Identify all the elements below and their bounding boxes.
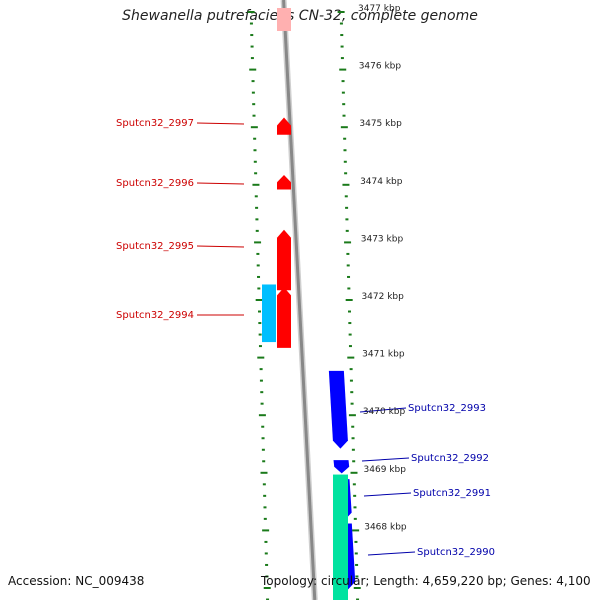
scale-label: 3475 kbp — [359, 119, 402, 129]
gene-arrow — [333, 460, 350, 474]
outer-tick-marks — [247, 11, 271, 600]
backbone-group — [280, 0, 318, 600]
scale-label: 3470 kbp — [363, 407, 406, 417]
scale-label: 3476 kbp — [359, 62, 402, 72]
gene-connector — [196, 182, 245, 185]
gene-labels: Sputcn32_2997 Sputcn32_2996 Sputcn32_2995 S… — [116, 118, 495, 558]
gene-arrow — [277, 175, 291, 190]
gene-connector — [361, 457, 410, 462]
scale-label: 3471 kbp — [362, 350, 405, 360]
scale-labels: 3477 kbp 3476 kbp 3475 kbp 3474 kbp 3473 kbp… — [358, 4, 407, 532]
gene-arrow — [328, 370, 348, 449]
gene-label: Sputcn32_2992 — [411, 453, 489, 464]
scale-label: 3477 kbp — [358, 4, 401, 14]
gene-connector — [367, 551, 416, 556]
backbone-line — [282, 0, 317, 600]
scale-label: 3468 kbp — [364, 522, 407, 532]
gene-label: Sputcn32_2996 — [116, 178, 194, 189]
gene-arrow — [277, 117, 291, 135]
accession-text: Accession: NC_009438 — [8, 574, 145, 588]
gene-connector — [196, 122, 245, 125]
cds-forward-block — [262, 284, 276, 343]
topology-text: Topology: circular; Length: 4,659,220 bp… — [261, 574, 591, 588]
gene-connector — [363, 492, 412, 497]
cds-reverse-block — [333, 474, 348, 600]
scale-label: 3469 kbp — [364, 465, 407, 475]
gene-label: Sputcn32_2990 — [417, 547, 495, 558]
gene-label: Sputcn32_2995 — [116, 241, 194, 252]
gene-fragment-top — [277, 8, 291, 31]
gene-label: Sputcn32_2991 — [413, 488, 491, 499]
gene-arrow — [277, 287, 291, 348]
gene-label: Sputcn32_2993 — [408, 403, 486, 414]
gene-arrow — [277, 229, 291, 291]
map-title: Shewanella putrefaciens CN-32, complete … — [122, 8, 478, 24]
gene-connector — [196, 245, 245, 248]
gene-connector — [359, 407, 407, 413]
inner-tick-marks — [337, 11, 361, 600]
gene-label: Sputcn32_2994 — [116, 310, 194, 321]
scale-label: 3474 kbp — [360, 177, 403, 187]
scale-label: 3473 kbp — [361, 234, 404, 244]
scale-label: 3472 kbp — [361, 292, 404, 302]
gene-label: Sputcn32_2997 — [116, 118, 194, 129]
gene-features — [262, 8, 356, 600]
